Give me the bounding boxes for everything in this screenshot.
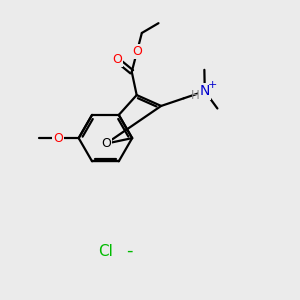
Text: H: H [191, 89, 200, 102]
Text: N: N [200, 84, 210, 98]
Text: O: O [132, 45, 142, 58]
Text: +: + [208, 80, 217, 90]
Text: Cl: Cl [98, 244, 113, 259]
Text: -: - [126, 242, 132, 260]
Text: O: O [101, 137, 111, 150]
Text: O: O [53, 132, 63, 145]
Text: O: O [112, 53, 122, 66]
